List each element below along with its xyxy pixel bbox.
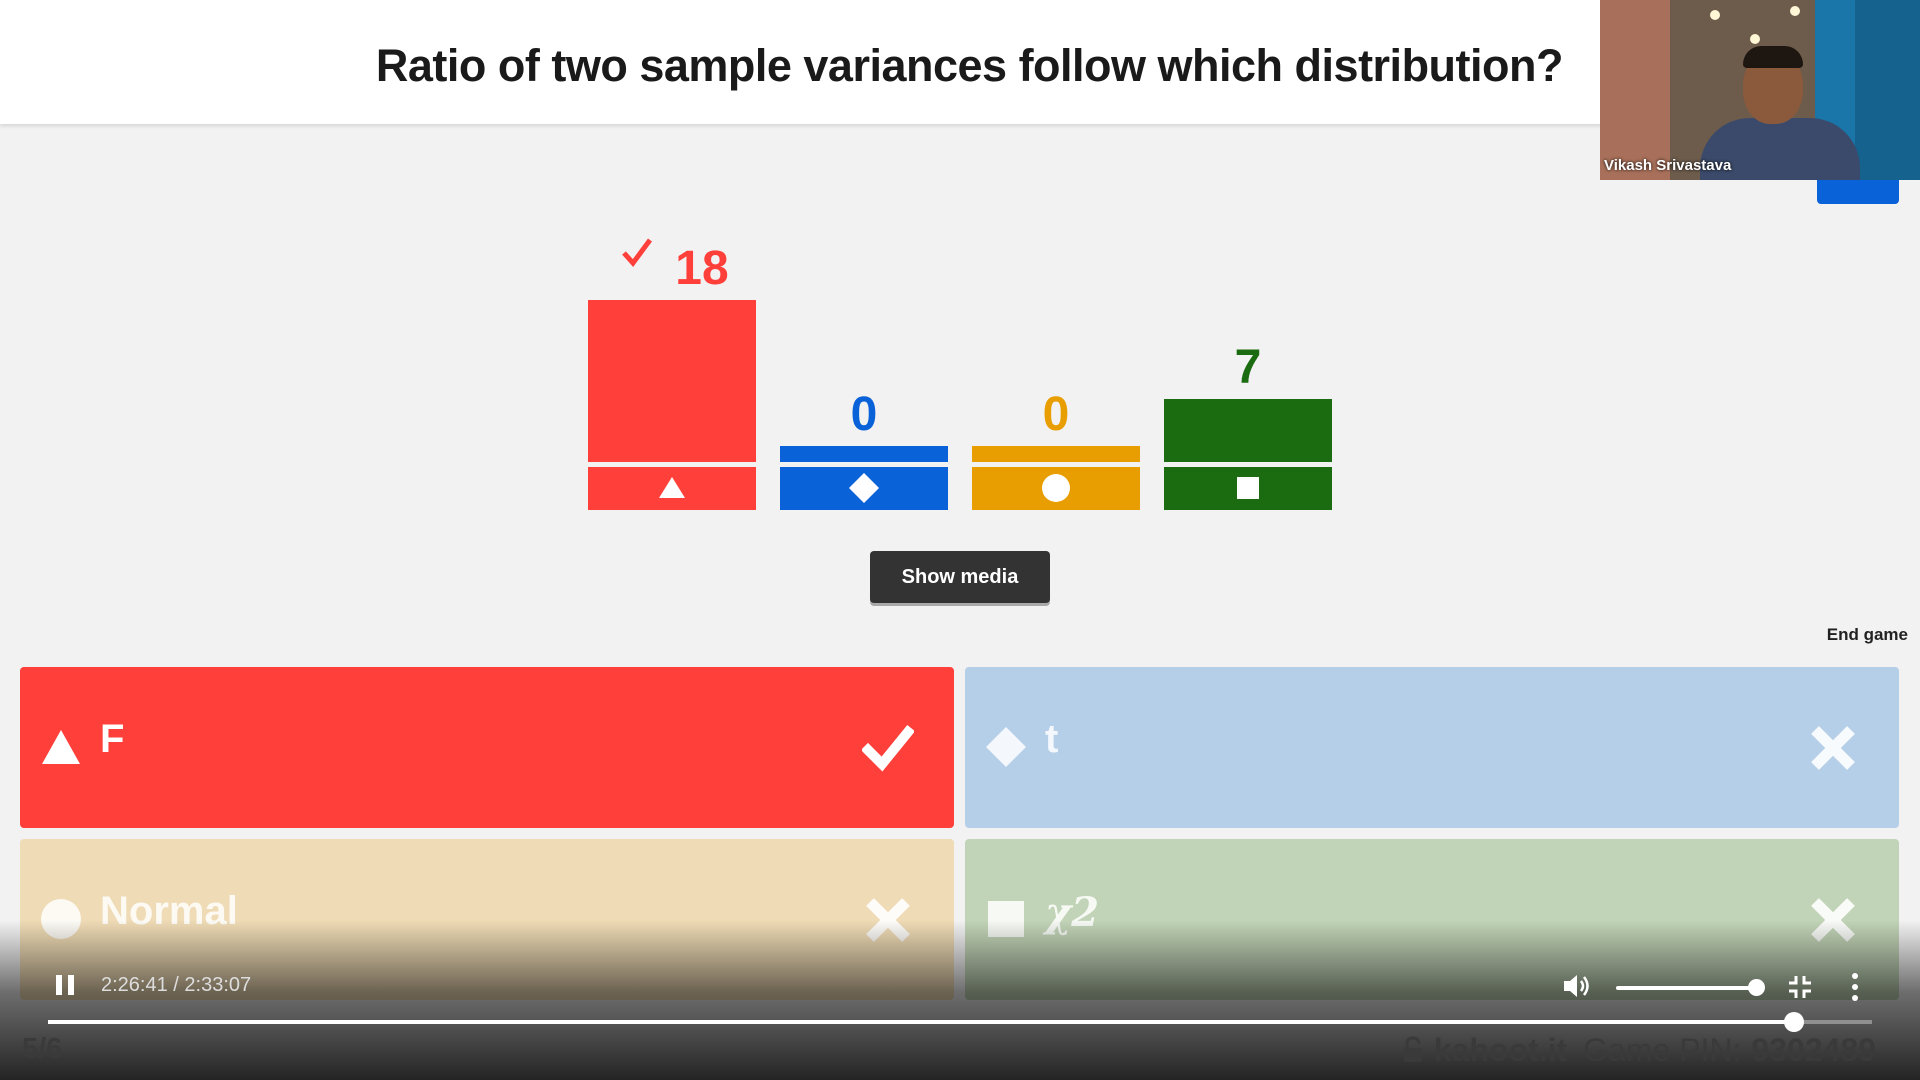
result-count: 0 bbox=[1043, 388, 1070, 441]
lock-icon[interactable] bbox=[1402, 1036, 1424, 1064]
exit-fullscreen-icon[interactable] bbox=[1787, 974, 1813, 1000]
webcam-light bbox=[1710, 10, 1720, 20]
triangle-icon bbox=[42, 730, 80, 764]
result-bar bbox=[780, 446, 948, 462]
result-bar bbox=[972, 446, 1140, 462]
brand-link: kahoot.it bbox=[1433, 1031, 1568, 1068]
answer-results-chart: 18 0 0 7 bbox=[588, 238, 1332, 510]
diamond-icon bbox=[849, 473, 879, 503]
webcam-background-door bbox=[1855, 0, 1920, 180]
video-time: 2:26:41 / 2:33:07 bbox=[101, 974, 252, 996]
pause-icon[interactable] bbox=[54, 974, 76, 996]
webcam-background-shelf bbox=[1600, 0, 1670, 180]
result-bar bbox=[1164, 399, 1332, 462]
game-info: kahoot.it Game PIN: 9302489 bbox=[1402, 1030, 1876, 1070]
result-count: 18 bbox=[675, 242, 728, 295]
answer-text: F bbox=[100, 717, 125, 761]
result-count: 7 bbox=[1235, 341, 1262, 394]
show-media-button[interactable]: Show media bbox=[870, 551, 1050, 603]
webcam-feed: Vikash Srivastava bbox=[1600, 0, 1920, 180]
circle-icon bbox=[1042, 474, 1070, 502]
webcam-person-body bbox=[1700, 118, 1860, 180]
diamond-icon bbox=[986, 727, 1026, 767]
square-icon bbox=[1237, 477, 1259, 499]
webcam-participant-name: Vikash Srivastava bbox=[1604, 157, 1732, 174]
cross-icon bbox=[1811, 726, 1855, 770]
volume-icon[interactable] bbox=[1562, 972, 1592, 1000]
video-progress-fill bbox=[48, 1020, 1794, 1024]
result-count: 0 bbox=[851, 388, 878, 441]
volume-slider[interactable] bbox=[1616, 986, 1756, 990]
answer-text: t bbox=[1045, 717, 1059, 761]
video-progress-handle[interactable] bbox=[1783, 1012, 1804, 1032]
webcam-light bbox=[1750, 34, 1760, 44]
result-bar bbox=[588, 300, 756, 462]
video-controls-overlay bbox=[0, 920, 1920, 1080]
check-icon bbox=[622, 238, 653, 267]
game-pin: 9302489 bbox=[1751, 1031, 1876, 1068]
game-pin-label: Game PIN: bbox=[1583, 1031, 1742, 1068]
webcam-person-hair bbox=[1743, 46, 1803, 68]
question-title: Ratio of two sample variances follow whi… bbox=[375, 40, 1564, 91]
more-options-icon[interactable] bbox=[1845, 970, 1865, 1004]
question-counter: 5/6 bbox=[22, 1033, 63, 1065]
volume-slider-handle[interactable] bbox=[1748, 979, 1765, 996]
answer-option-2: t bbox=[965, 667, 1899, 828]
triangle-icon bbox=[659, 477, 685, 498]
answer-option-1: F bbox=[20, 667, 954, 828]
video-controls-bar: 2:26:41 / 2:33:07 bbox=[0, 960, 1920, 1020]
check-icon bbox=[862, 724, 914, 772]
end-game-button[interactable]: End game bbox=[1826, 625, 1908, 644]
video-progress-bar[interactable] bbox=[48, 1012, 1872, 1032]
webcam-light bbox=[1790, 6, 1800, 16]
